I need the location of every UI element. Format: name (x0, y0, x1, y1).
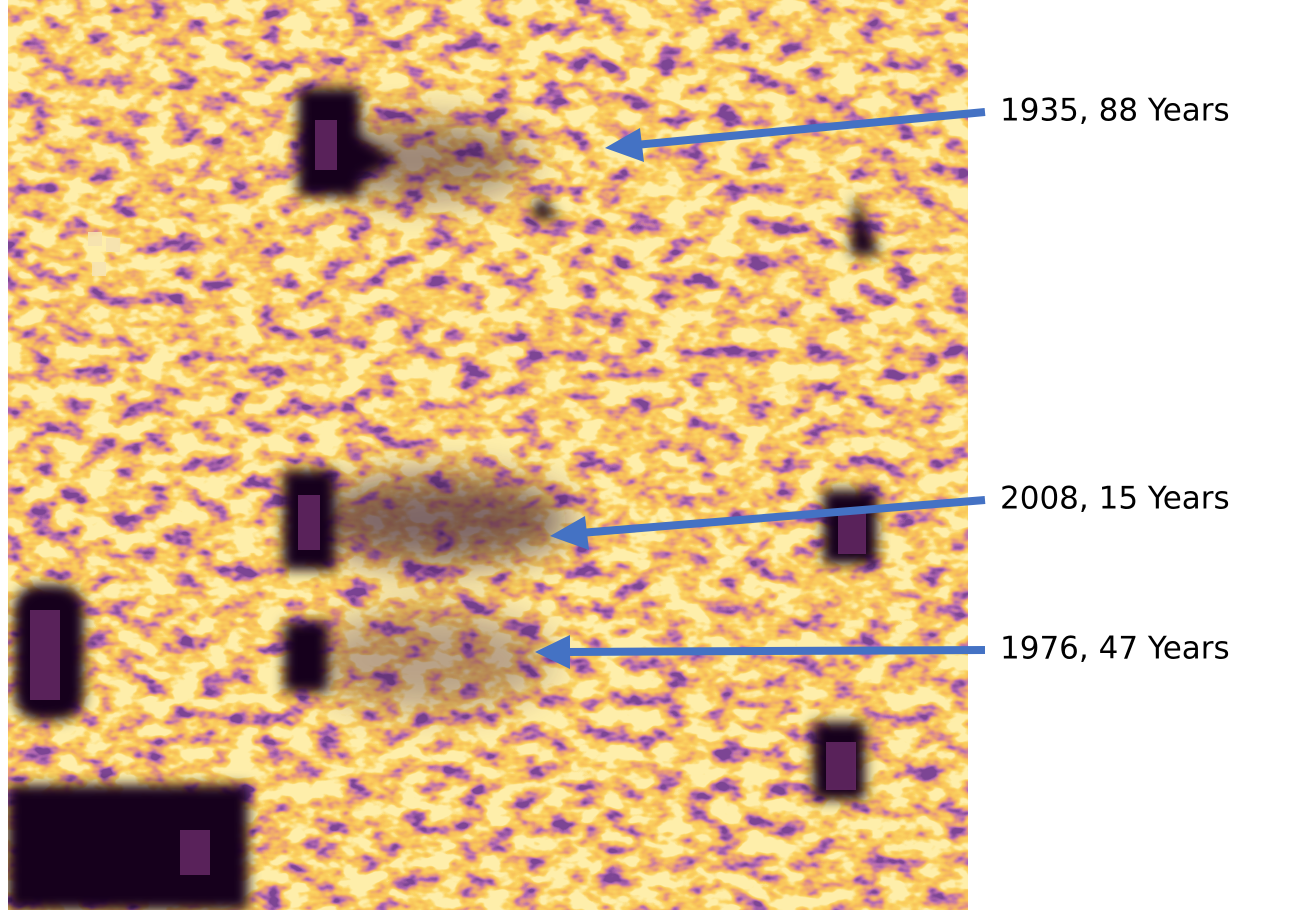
thermal-image (8, 0, 968, 910)
annotation-label: 2008, 15 Years (1000, 481, 1230, 517)
arrow (564, 646, 986, 656)
annotation-label: 1935, 88 Years (1000, 93, 1230, 129)
arrow (634, 108, 986, 149)
arrow-head (535, 635, 570, 669)
annotation-label: 1976, 47 Years (1000, 631, 1230, 667)
arrows (535, 108, 986, 669)
arrow-head (550, 516, 589, 550)
arrow-head (605, 128, 644, 162)
arrow (579, 496, 986, 537)
